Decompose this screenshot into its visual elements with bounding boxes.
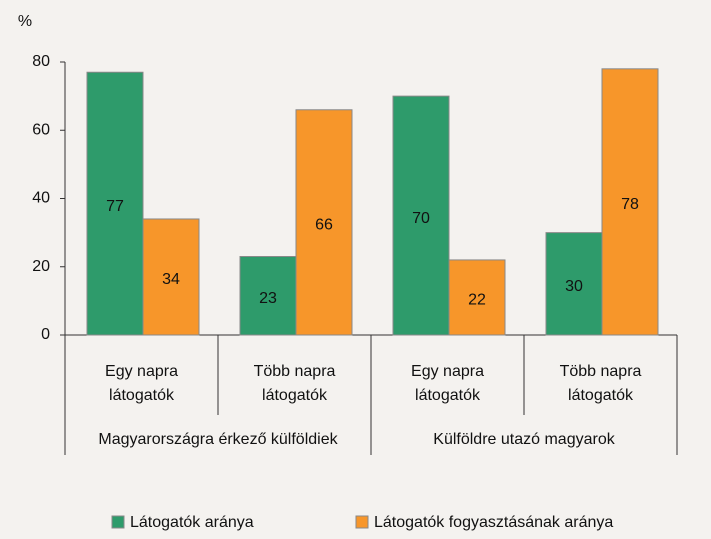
y-tick-label: 60 xyxy=(32,121,50,138)
bar xyxy=(295,109,353,336)
legend-swatch xyxy=(111,515,125,529)
value-label: 22 xyxy=(468,292,486,309)
legend-swatch xyxy=(355,515,369,529)
x-tick-label: Egy napra látogatók xyxy=(411,363,484,404)
x-tick-label: Több napra látogatók xyxy=(559,363,642,404)
y-tick-label: 0 xyxy=(41,326,50,343)
legend-label: Látogatók aránya xyxy=(130,514,254,531)
bar xyxy=(545,232,603,336)
y-tick-label: 40 xyxy=(32,190,50,207)
value-label: 70 xyxy=(412,210,430,227)
group-label: Magyarországra érkező külföldiek xyxy=(98,431,338,448)
value-label: 34 xyxy=(162,271,180,288)
bar xyxy=(448,259,506,336)
x-tick-label: Egy napra látogatók xyxy=(105,363,178,404)
bar xyxy=(86,71,144,336)
y-tick-label: 20 xyxy=(32,258,50,275)
value-label: 78 xyxy=(621,196,639,213)
bar xyxy=(392,95,450,336)
group-label: Külföldre utazó magyarok xyxy=(433,431,615,448)
x-tick-label: Több napra látogatók xyxy=(253,363,336,404)
value-label: 30 xyxy=(565,278,583,295)
y-axis-label: % xyxy=(18,13,32,30)
bar xyxy=(239,256,297,336)
value-label: 66 xyxy=(315,217,333,234)
bar xyxy=(601,68,659,336)
y-tick-label: 80 xyxy=(32,53,50,70)
value-label: 23 xyxy=(259,290,277,307)
legend-label: Látogatók fogyasztásának aránya xyxy=(374,514,613,531)
bar xyxy=(142,218,200,336)
value-label: 77 xyxy=(106,198,124,215)
